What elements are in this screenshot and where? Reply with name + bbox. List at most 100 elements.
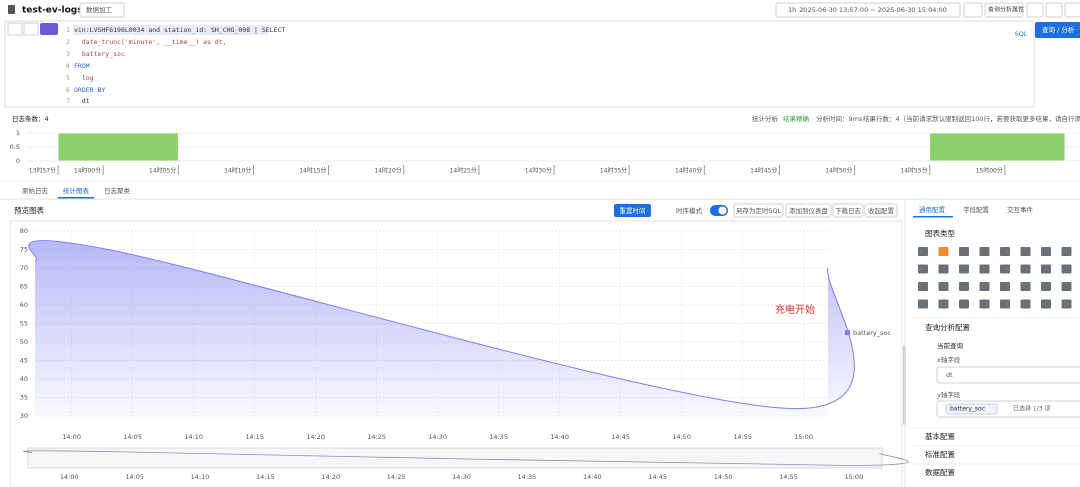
slider-tick-label: 14:30 xyxy=(452,473,471,481)
chart-type-icon[interactable] xyxy=(959,264,969,274)
analysis-time: 分析时间：9ms xyxy=(816,114,863,123)
reset-time-button[interactable] xyxy=(614,204,651,217)
chart-type-icon[interactable] xyxy=(1041,264,1051,274)
stat-label: 统计分析 xyxy=(752,114,779,123)
add-button[interactable] xyxy=(23,22,39,36)
chart-type-icon[interactable] xyxy=(1061,299,1072,309)
chart-type-icon[interactable] xyxy=(1000,299,1010,309)
annotation: 充电开始 xyxy=(775,303,815,316)
section-title[interactable]: 基本配置 xyxy=(925,431,955,441)
search-button[interactable] xyxy=(1035,22,1080,38)
y-tick-label: 35 xyxy=(20,394,28,402)
chart-type-icon[interactable] xyxy=(1020,282,1031,291)
chart-type-icon[interactable] xyxy=(1000,247,1010,256)
tab[interactable]: 日志聚类 xyxy=(104,186,131,195)
line-number: 7 xyxy=(66,97,70,105)
tab[interactable]: 原始日志 xyxy=(22,186,49,195)
line-number: 1 xyxy=(66,26,70,34)
chart-type-icon[interactable] xyxy=(938,247,949,256)
share-button[interactable] xyxy=(1064,2,1080,18)
chart-type-icon[interactable] xyxy=(1061,247,1072,256)
y-tick-label: 45 xyxy=(20,357,28,365)
chart-type-icon[interactable] xyxy=(1061,264,1072,274)
logstore-icon xyxy=(8,5,15,14)
slider-tick-label: 14:45 xyxy=(648,473,667,481)
save-sql-button[interactable] xyxy=(733,203,784,218)
config-tab[interactable]: 交互事件 xyxy=(1007,205,1034,214)
chart-type-icon[interactable] xyxy=(1000,282,1010,291)
tab-active[interactable]: 统计图表 xyxy=(63,186,90,195)
query-attr-button[interactable] xyxy=(984,2,1024,18)
area-fill xyxy=(28,240,855,416)
time-quick: 1h xyxy=(788,6,796,14)
collapse-config-label: 收起配置 xyxy=(868,206,895,215)
chart-type-icon[interactable] xyxy=(938,264,949,274)
home-button[interactable] xyxy=(1045,2,1063,18)
chart-type-icon[interactable] xyxy=(918,300,928,308)
chart-type-grid xyxy=(918,247,1072,309)
section-title[interactable]: 数据配置 xyxy=(925,467,955,477)
chart-type-icon[interactable] xyxy=(1041,299,1051,309)
line-chart: 30 35 40 45 50 55 60 65 70 75 80 14:00 14:05 14:10 14:… xyxy=(20,227,909,481)
chart-type-icon[interactable] xyxy=(1000,264,1010,274)
process-button[interactable] xyxy=(79,2,125,18)
chart-type-icon[interactable] xyxy=(1020,247,1031,256)
dashboard-button[interactable] xyxy=(785,203,832,218)
code-lines: 1 2 3 4 5 6 7 vin:LVSHF6196L0034 and sta… xyxy=(66,25,285,105)
x-tick-label: 14时25分 xyxy=(450,167,477,175)
x-field-select[interactable] xyxy=(936,366,1080,384)
chart-type-icon[interactable] xyxy=(959,247,969,256)
query-config-title: 查询分析配置 xyxy=(925,322,970,332)
chart-type-icon[interactable] xyxy=(1041,247,1051,256)
code-line: vin:LVSHF6196L0034 and station_id: SH_CH… xyxy=(74,26,285,34)
refresh-button[interactable] xyxy=(963,2,983,18)
chart-type-icon[interactable] xyxy=(1041,282,1051,291)
download-button[interactable] xyxy=(832,203,864,218)
chart-type-icon[interactable] xyxy=(979,299,990,309)
x-tick-label: 14:50 xyxy=(672,433,691,441)
zoom-slider[interactable] xyxy=(27,447,883,469)
log-count: 日志条数：4 xyxy=(12,114,49,123)
sql-label[interactable]: SQL xyxy=(1015,30,1028,38)
y-tick-label: 1 xyxy=(16,129,20,137)
chart-type-icon[interactable] xyxy=(918,264,928,274)
chart-type-icon[interactable] xyxy=(959,299,969,309)
chart-type-icon[interactable] xyxy=(1061,282,1072,291)
y-tick-label: 30 xyxy=(20,412,28,420)
alert-button[interactable] xyxy=(1026,2,1044,18)
y-tick-label: 55 xyxy=(20,320,28,328)
slider-tick-label: 15:00 xyxy=(844,473,863,481)
chart-type-icon[interactable] xyxy=(938,299,949,309)
search-button-label: 查询 / 分析 xyxy=(1042,25,1075,34)
collapse-button[interactable] xyxy=(7,22,23,36)
y-tick-label: 80 xyxy=(20,227,28,235)
legend-label[interactable]: battery_soc xyxy=(853,329,891,337)
x-tick-label: 14:10 xyxy=(184,433,203,441)
x-tick-label: 14时05分 xyxy=(149,167,176,175)
section-title[interactable]: 标准配置 xyxy=(925,449,955,459)
line-number: 5 xyxy=(66,74,70,82)
chart-type-icon[interactable] xyxy=(979,264,990,274)
code-line: ORDER BY xyxy=(74,86,105,94)
x-tick-label: 14时45分 xyxy=(750,167,777,175)
histogram: 0 0.5 1 13时57分 14时00分 14时05分 14时10分 14时15分 14时20… xyxy=(10,129,1080,175)
x-tick-label: 14时10分 xyxy=(224,167,251,175)
chart-type-icon[interactable] xyxy=(959,282,969,291)
chart-type-icon[interactable] xyxy=(918,247,928,256)
preview-title: 预览图表 xyxy=(14,205,44,215)
chart-type-icon[interactable] xyxy=(979,282,990,291)
collapse-config-button[interactable] xyxy=(864,203,898,218)
chart-type-icon[interactable] xyxy=(918,282,928,291)
time-picker[interactable] xyxy=(775,2,961,18)
config-tab-active[interactable]: 通用配置 xyxy=(919,205,946,214)
chart-type-icon[interactable] xyxy=(1020,264,1031,274)
ai-button[interactable] xyxy=(40,23,58,35)
chart-type-icon[interactable] xyxy=(1020,299,1031,309)
slider-tick-label: 14:50 xyxy=(714,473,733,481)
x-tick-label: 14:35 xyxy=(489,433,508,441)
config-tab[interactable]: 字段配置 xyxy=(963,205,990,214)
chart-type-icon[interactable] xyxy=(938,282,949,291)
chart-type-icon[interactable] xyxy=(979,247,990,256)
slider-tick-label: 14:25 xyxy=(387,473,406,481)
x-field-label: x轴字段 xyxy=(937,355,961,364)
